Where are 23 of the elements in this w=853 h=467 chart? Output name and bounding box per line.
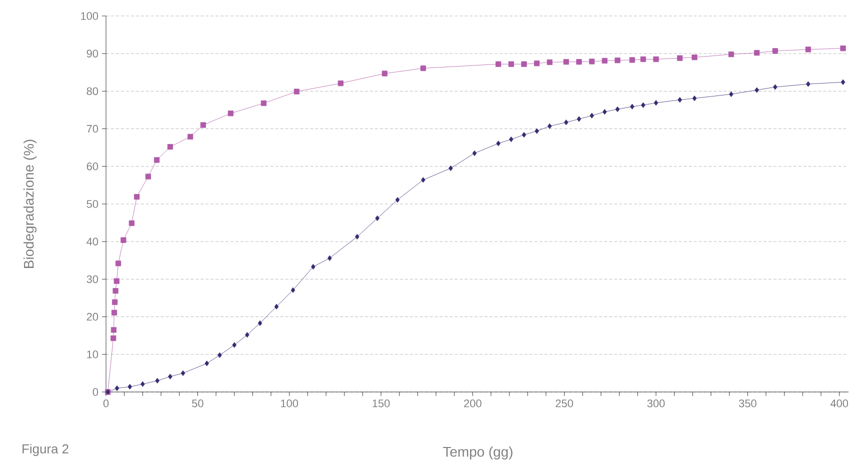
y-tick-label: 20 (86, 312, 98, 321)
x-tick-label: 300 (647, 400, 665, 408)
y-tick-label: 70 (86, 124, 98, 133)
y-tick-label: 80 (86, 87, 98, 96)
text: Figura 2 (22, 444, 68, 456)
y-tick-label: 90 (86, 50, 98, 58)
y-tick-label: 40 (86, 238, 98, 246)
x-axis-title: Tempo (gg) (443, 446, 512, 460)
x-tick-label: 350 (738, 400, 756, 408)
y-tick-label: 0 (92, 388, 98, 396)
x-tick-label: 400 (830, 400, 848, 408)
y-tick-label: 50 (86, 200, 98, 208)
x-tick-label: 250 (556, 400, 574, 408)
y-axis-title: Biodegradazione (%) (24, 140, 37, 268)
y-tick-label: 60 (86, 162, 98, 170)
x-tick-label: 50 (192, 400, 204, 408)
x-tick-label: 150 (372, 400, 390, 408)
x-tick-label: 0 (103, 400, 109, 408)
x-tick-label: 200 (464, 400, 482, 408)
x-tick-label: 100 (281, 400, 298, 408)
y-tick-label: 10 (87, 350, 98, 358)
y-tick-label: 30 (86, 275, 98, 284)
y-tick-label: 100 (81, 12, 98, 20)
